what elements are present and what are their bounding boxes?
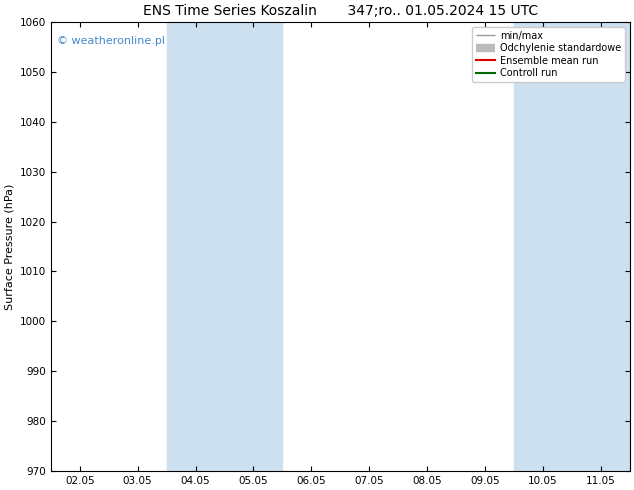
Title: ENS Time Series Koszalin       347;ro.. 01.05.2024 15 UTC: ENS Time Series Koszalin 347;ro.. 01.05.… [143, 4, 538, 18]
Bar [167, 22, 282, 471]
Text: © weatheronline.pl: © weatheronline.pl [56, 36, 165, 46]
Legend: min/max, Odchylenie standardowe, Ensemble mean run, Controll run: min/max, Odchylenie standardowe, Ensembl… [472, 27, 625, 82]
Y-axis label: Surface Pressure (hPa): Surface Pressure (hPa) [4, 183, 14, 310]
Bar [514, 22, 630, 471]
